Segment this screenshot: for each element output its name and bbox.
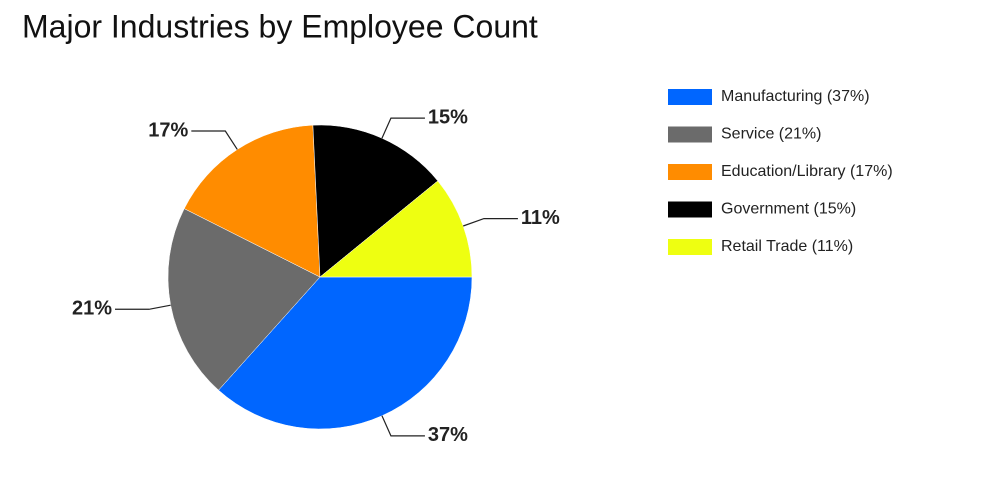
leader-line <box>191 130 238 150</box>
data-label: 11% <box>521 207 560 229</box>
data-label: 15% <box>428 106 468 128</box>
chart-title: Major Industries by Employee Count <box>22 8 538 44</box>
legend-swatch <box>668 126 712 143</box>
leader-line <box>462 218 518 227</box>
legend-label: Manufacturing (37%) <box>721 88 870 105</box>
leader-line <box>381 415 425 437</box>
legend-swatch <box>668 239 712 255</box>
pie-slice <box>167 208 321 391</box>
data-label: 21% <box>72 298 112 320</box>
legend-swatch <box>668 201 712 218</box>
pie-slice <box>319 180 473 278</box>
legend-label: Education/Library (17%) <box>721 163 893 180</box>
data-label: 17% <box>148 119 188 141</box>
legend-label: Government (15%) <box>721 201 856 218</box>
legend-label: Service (21%) <box>721 126 821 143</box>
leader-line <box>381 117 425 139</box>
leader-line <box>115 304 171 310</box>
legend-swatch <box>668 89 712 105</box>
legend-swatch <box>668 164 712 180</box>
data-label: 37% <box>428 424 468 446</box>
pie-slice <box>218 276 473 430</box>
legend-label: Retail Trade (11%) <box>721 238 853 255</box>
